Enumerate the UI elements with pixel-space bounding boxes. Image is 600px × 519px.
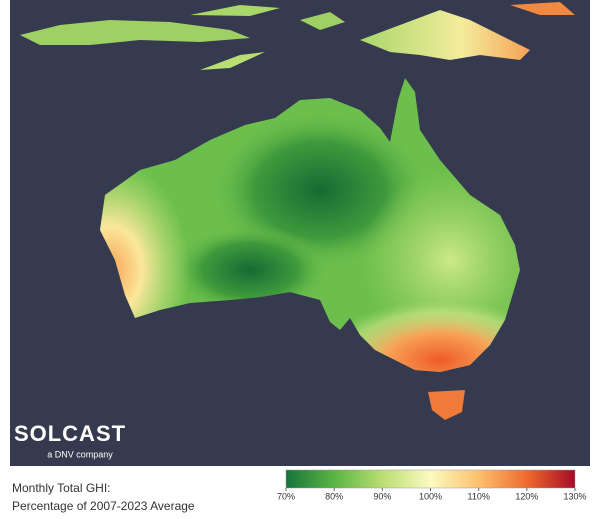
logo-tagline: a DNV company (47, 449, 113, 459)
colorbar-tick-label: 80% (325, 491, 343, 501)
colorbar-tick-label: 90% (373, 491, 391, 501)
colorbar (285, 469, 576, 489)
colorbar-tick-label: 110% (467, 491, 489, 501)
tasmania (428, 390, 465, 420)
islands (20, 2, 575, 70)
colorbar-tick-label: 130% (563, 491, 586, 501)
colorbar-tick-label: 100% (419, 491, 442, 501)
colorbar-tick-label: 70% (277, 491, 295, 501)
colorbar-tick-label: 120% (515, 491, 538, 501)
caption: Percentage of 2007-2023 Average (12, 499, 195, 513)
logo: SOLCAST (14, 421, 126, 446)
caption: Monthly Total GHI: (12, 481, 110, 495)
